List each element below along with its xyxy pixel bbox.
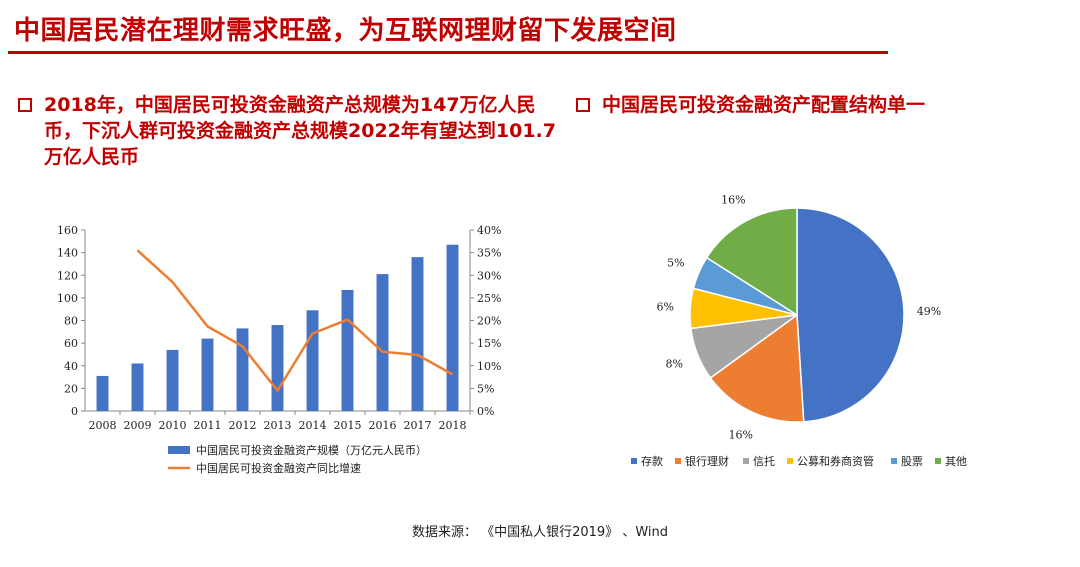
- x-tick-label: 2010: [159, 419, 187, 432]
- y-tick-label-right: 30%: [477, 269, 501, 282]
- bar: [341, 289, 354, 411]
- pie-slice-label: 16%: [729, 428, 753, 441]
- page-title: 中国居民潜在理财需求旺盛，为互联网理财留下发展空间: [14, 16, 677, 46]
- pie-slice: [705, 207, 798, 317]
- y-tick-label-left: 120: [57, 269, 78, 282]
- y-tick-label-right: 5%: [477, 382, 494, 395]
- x-tick-label: 2015: [334, 419, 362, 432]
- x-tick-label: 2018: [439, 419, 467, 432]
- pie-chart: 49% 16% 8% 6% 5% 16% 存款 银行理财 信托 公募和券商资管 股票 其他: [631, 193, 967, 468]
- pie-legend-swatch: [787, 458, 793, 464]
- pie-legend-swatch: [743, 458, 749, 464]
- pie-slice-label: 49%: [917, 305, 941, 318]
- y-tick-label-right: 35%: [477, 247, 501, 260]
- legend-bar-swatch: [168, 446, 190, 454]
- bullet-square-icon: [18, 98, 32, 112]
- y-tick-label-left: 160: [57, 224, 78, 237]
- y-tick-label-left: 100: [57, 292, 78, 305]
- bar: [306, 310, 319, 411]
- pie-legend-label: 股票: [901, 455, 923, 468]
- y-tick-label-right: 10%: [477, 360, 501, 373]
- x-tick-label: 2016: [369, 419, 397, 432]
- pie-legend-label: 信托: [753, 454, 775, 468]
- right-bullet-text: 中国居民可投资金融资产配置结构单一: [602, 94, 926, 116]
- x-tick-label: 2017: [404, 419, 432, 432]
- pie-legend-label: 其他: [945, 455, 967, 468]
- y-tick-label-left: 60: [64, 337, 78, 350]
- pie-legend-swatch: [891, 458, 897, 464]
- source-note: 数据来源： 《中国私人银行2019》 、Wind: [411, 525, 669, 540]
- y-tick-label-right: 20%: [477, 315, 501, 328]
- bar: [166, 349, 179, 411]
- y-tick-label-right: 0%: [477, 405, 494, 418]
- pie-legend-label: 存款: [641, 454, 663, 468]
- pie-slice-label: 5%: [667, 257, 684, 270]
- pie-slice-label: 8%: [666, 358, 683, 371]
- legend-bar-label: 中国居民可投资金融资产规模（万亿元人民币）: [196, 443, 427, 457]
- x-tick-label: 2012: [229, 419, 257, 432]
- y-tick-label-right: 15%: [477, 337, 501, 350]
- pie-slice-label: 6%: [657, 301, 674, 314]
- x-tick-label: 2009: [124, 419, 152, 432]
- legend-line-label: 中国居民可投资金融资产同比增速: [196, 461, 361, 475]
- x-tick-label: 2011: [194, 419, 222, 432]
- bar: [96, 375, 109, 411]
- bar: [271, 325, 284, 411]
- title-underline: [8, 51, 888, 54]
- left-bullet-text: 2018年，中国居民可投资金融资产总规模为147万亿人民币，下沉人群可投资金融资…: [44, 94, 556, 168]
- combo-chart: 0 20 40 60 80 100 120 140 160 0% 5% 10% 15% 20% 25% 30%…: [57, 224, 501, 475]
- bar: [446, 244, 459, 411]
- growth-line: [136, 249, 454, 392]
- pie-legend-label: 公募和券商资管: [797, 454, 874, 468]
- y-tick-label-left: 40: [64, 360, 78, 373]
- pie-slice: [796, 207, 905, 423]
- x-tick-label: 2014: [299, 419, 327, 432]
- bar: [411, 257, 424, 411]
- y-tick-label-left: 140: [57, 247, 78, 260]
- x-tick-label: 2008: [89, 419, 117, 432]
- bar: [131, 363, 144, 411]
- pie-legend-swatch: [631, 458, 637, 464]
- bar: [201, 338, 214, 411]
- pie-legend-label: 银行理财: [685, 454, 729, 468]
- bullet-square-icon: [576, 98, 590, 112]
- pie-slice-label: 16%: [721, 193, 745, 206]
- y-tick-label-right: 40%: [477, 224, 501, 237]
- pie-legend-swatch: [675, 458, 681, 464]
- y-tick-label-left: 80: [64, 315, 78, 328]
- y-tick-label-left: 20: [64, 382, 78, 395]
- pie-slice: [709, 313, 805, 423]
- y-tick-label-left: 0: [71, 405, 78, 418]
- bar: [236, 328, 249, 411]
- pie-legend-swatch: [935, 458, 941, 464]
- bar: [376, 274, 389, 411]
- x-tick-label: 2013: [264, 419, 292, 432]
- y-tick-label-right: 25%: [477, 292, 501, 305]
